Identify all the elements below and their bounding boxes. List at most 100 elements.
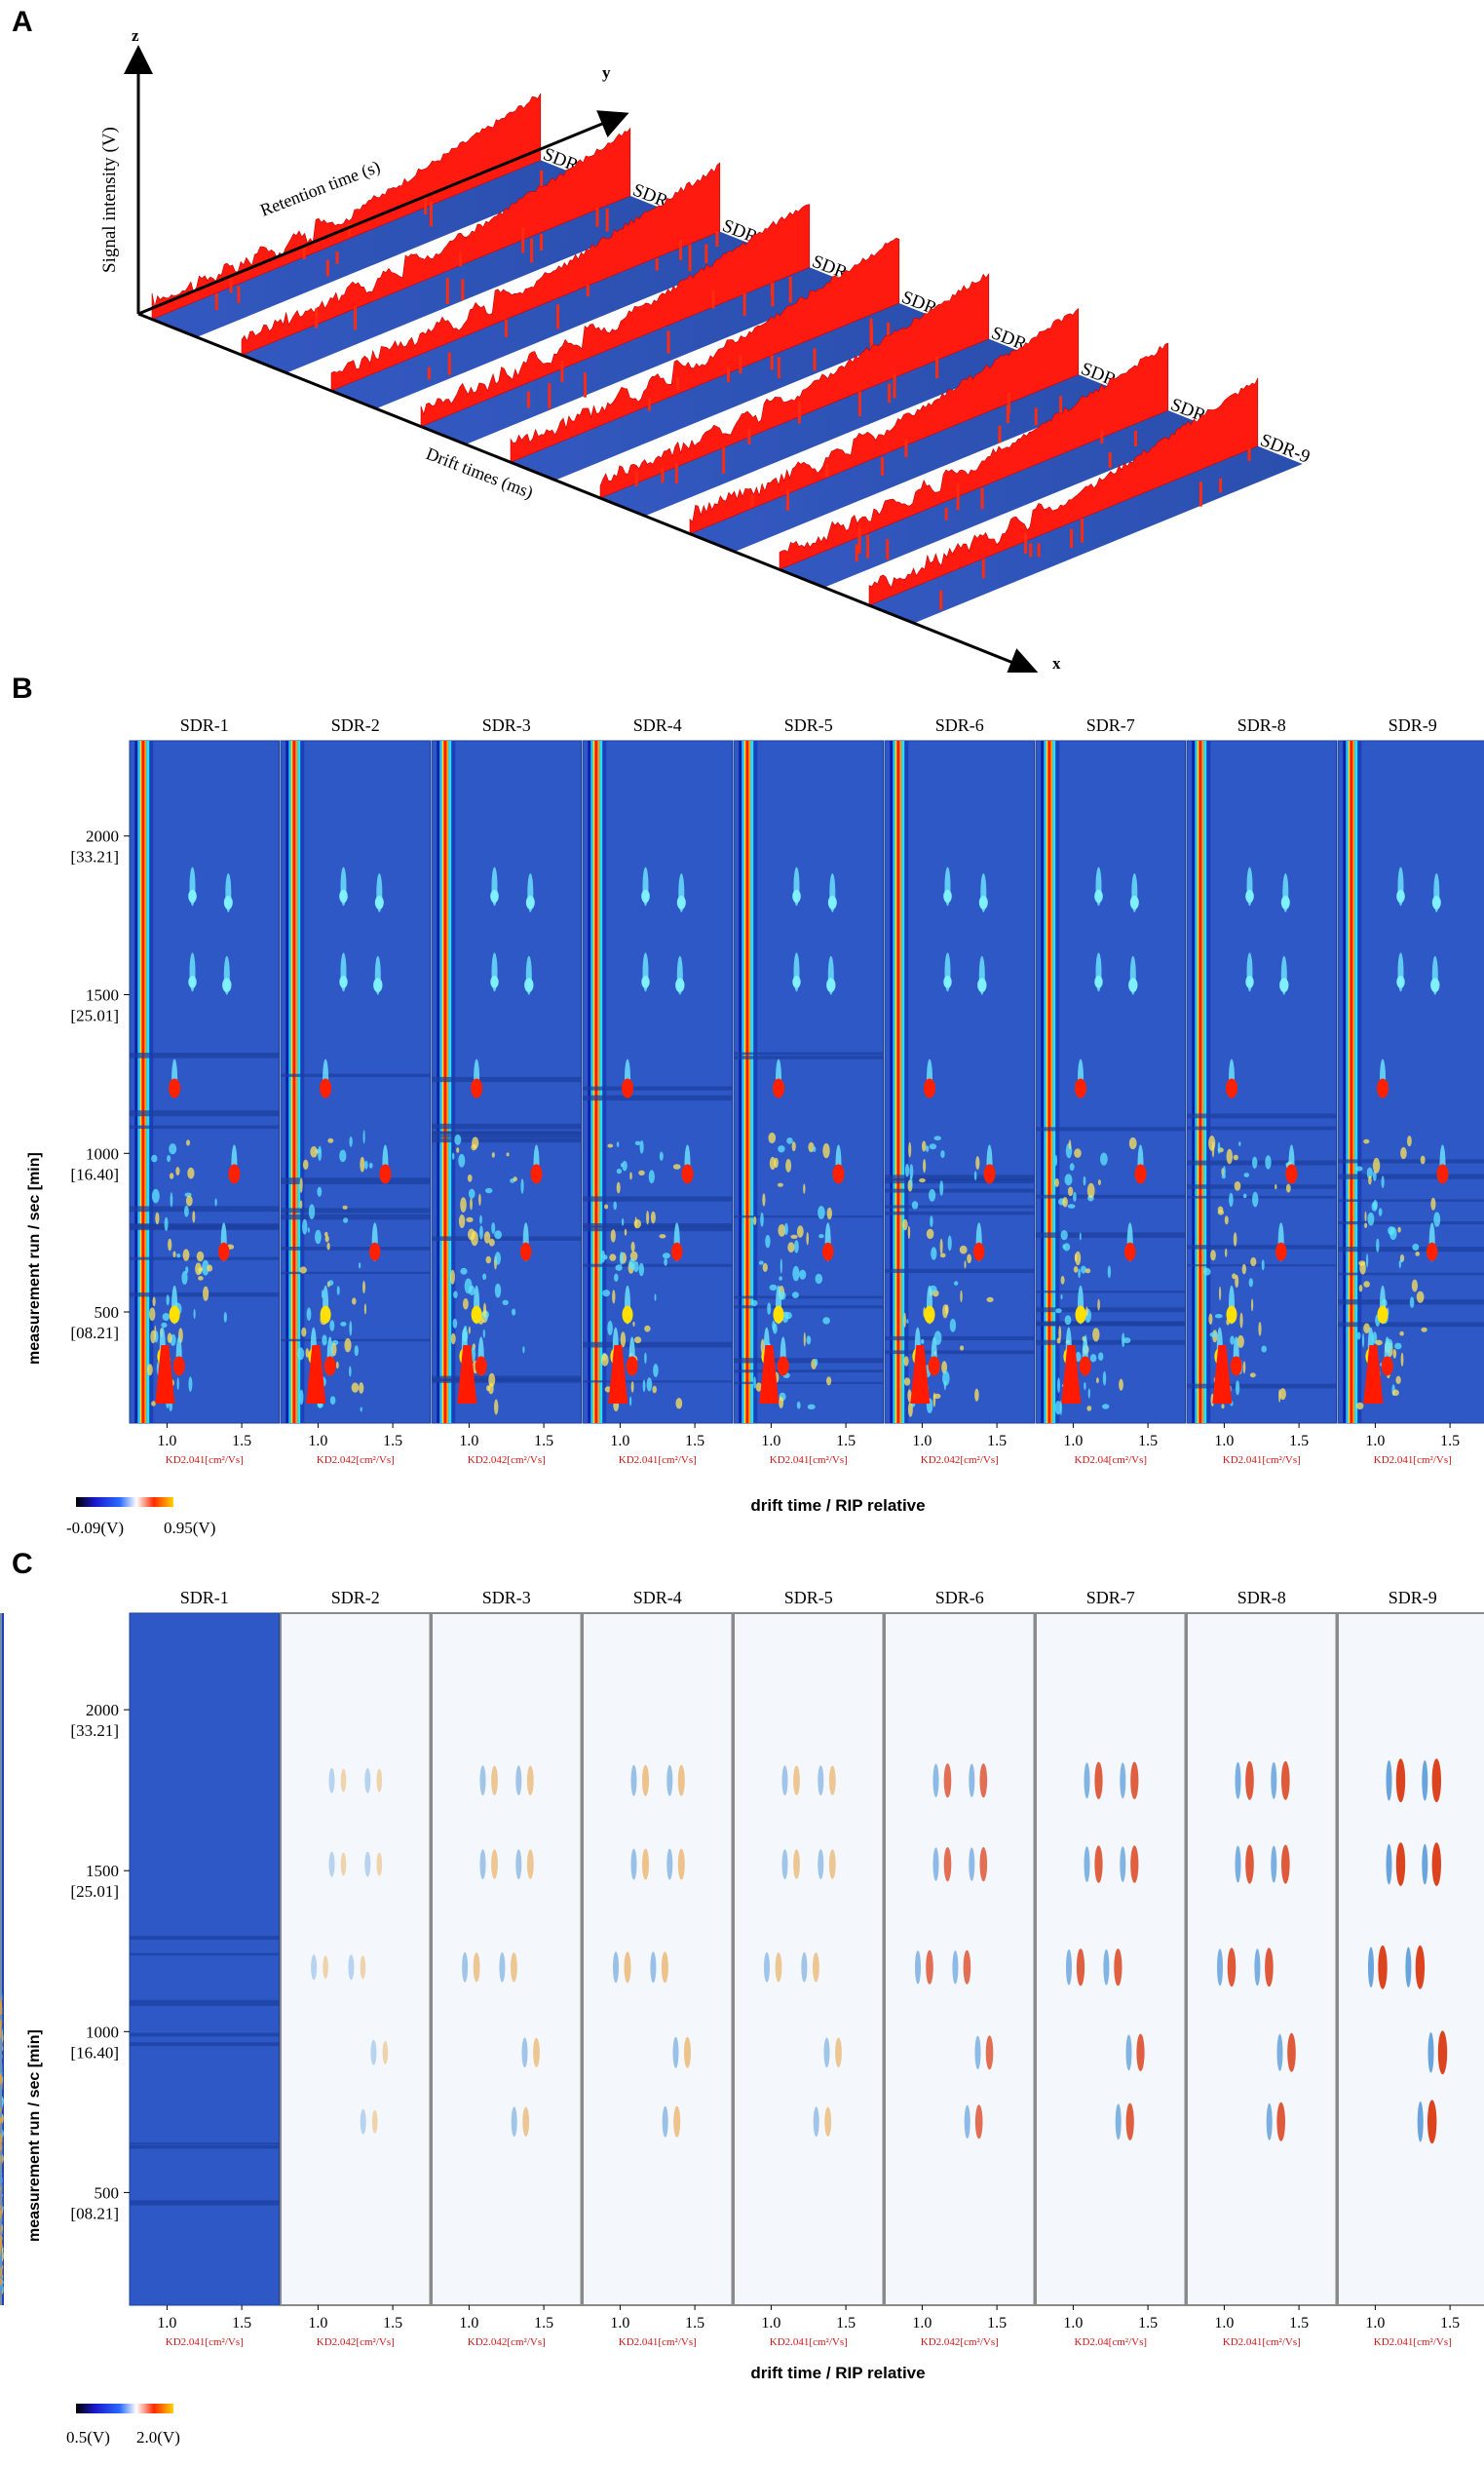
- y-tick-label: 1000: [86, 2023, 119, 2041]
- signal-spot: [1242, 1193, 1247, 1199]
- signal-spot: [1221, 1404, 1225, 1409]
- signal-spot: [482, 1273, 487, 1281]
- signal-spot: [779, 1276, 782, 1281]
- sheet-base: [242, 195, 675, 373]
- signal-spot: [624, 1228, 628, 1236]
- sample-title: SDR-9: [1389, 1588, 1437, 1607]
- increase-spot: [1395, 1758, 1406, 1803]
- signal-spot: [960, 1290, 963, 1303]
- signal-spot: [310, 1146, 318, 1158]
- signal-spot: [975, 1156, 980, 1171]
- signal-spot: [785, 1159, 792, 1173]
- y-tick-label: 1500: [86, 986, 119, 1005]
- signal-spot: [327, 1137, 334, 1143]
- increase-spot: [943, 1763, 952, 1798]
- peak-spot: [1124, 1242, 1136, 1261]
- background-band: [130, 1952, 280, 1956]
- peak-spot: [1396, 976, 1405, 988]
- signal-spot: [506, 1152, 510, 1157]
- background-band: [432, 1137, 582, 1143]
- sample-title: SDR-8: [1237, 1588, 1286, 1607]
- signal-spot: [929, 1188, 936, 1202]
- peak-spike: [1059, 396, 1063, 414]
- heatmap-background: [280, 1612, 432, 2306]
- signal-spot: [1248, 1278, 1254, 1288]
- increase-spot: [926, 1949, 933, 1985]
- signal-spot: [188, 1376, 193, 1392]
- peak-spike: [1108, 451, 1112, 468]
- background-band: [1036, 1339, 1186, 1345]
- signal-spot: [600, 1250, 606, 1263]
- signal-spot: [1062, 1197, 1068, 1208]
- increase-spot: [974, 2104, 983, 2139]
- rip-line: [1346, 741, 1350, 1423]
- signal-spot: [324, 1235, 329, 1243]
- signal-spot: [959, 1245, 968, 1254]
- signal-spot: [307, 1227, 310, 1233]
- kd-label: KD2.04[cm²/Vs]: [1075, 2336, 1147, 2348]
- peak-spot: [1245, 889, 1254, 904]
- signal-spot: [172, 1251, 176, 1257]
- decrease-spot: [1271, 1761, 1277, 1799]
- peak-spike: [521, 227, 525, 253]
- signal-spot: [613, 1201, 617, 1211]
- increase-spot: [1130, 1845, 1139, 1883]
- signal-spot: [494, 1252, 501, 1265]
- y-tick-sublabel: [25.01]: [70, 1882, 119, 1901]
- peak-spot: [369, 1242, 381, 1261]
- signal-spot: [196, 1251, 205, 1262]
- signal-spot: [1366, 1167, 1373, 1179]
- decrease-spot: [1120, 1846, 1126, 1882]
- signal-spot: [1430, 1197, 1436, 1211]
- z-axis-letter: z: [132, 26, 139, 45]
- main-peak: [306, 1345, 326, 1404]
- peak-spot: [1430, 978, 1440, 992]
- rip-line: [894, 741, 898, 1423]
- peak-spike: [956, 482, 960, 511]
- kd-label: KD2.041[cm²/Vs]: [166, 2336, 244, 2348]
- peak-spike: [634, 470, 638, 486]
- main-peak: [1212, 1345, 1233, 1404]
- background-band: [281, 1073, 431, 1077]
- rip-line: [1354, 741, 1358, 1423]
- signal-spot: [1060, 1293, 1063, 1300]
- waterfall-chart: SDR-1SDR-2SDR-3SDR-4SDR-5SDR-6SDR-7SDR-8…: [99, 26, 1313, 673]
- peak-spot: [475, 1356, 487, 1376]
- peak-spot: [218, 1242, 230, 1261]
- signal-spot: [908, 1141, 912, 1158]
- signal-spot: [1067, 1186, 1074, 1197]
- background-band: [281, 1214, 431, 1220]
- sample-sheets: SDR-1SDR-2SDR-3SDR-4SDR-5SDR-6SDR-7SDR-8…: [151, 93, 1313, 624]
- kd-label: KD2.04[cm²/Vs]: [1075, 1454, 1147, 1466]
- difference-spot: [0, 2155, 2, 2163]
- x-tick-label: 1.5: [836, 2315, 856, 2332]
- decrease-spot: [521, 2037, 528, 2068]
- decrease-spot: [364, 1767, 371, 1793]
- signal-spot: [790, 1234, 798, 1239]
- background-band: [1338, 1322, 1484, 1328]
- signal-spot: [450, 1332, 456, 1345]
- decrease-spot: [630, 1848, 637, 1880]
- decrease-spot: [662, 2105, 668, 2138]
- decrease-spot: [1084, 1762, 1090, 1799]
- background-band: [130, 1053, 280, 1059]
- rip-line: [901, 741, 905, 1423]
- signal-spot: [1249, 1372, 1256, 1378]
- signal-spot: [362, 1281, 365, 1293]
- signal-spot: [485, 1255, 492, 1264]
- signal-spot: [305, 1348, 309, 1358]
- background-band: [130, 1936, 280, 1940]
- increase-spot: [824, 2106, 832, 2137]
- signal-spot: [214, 1198, 217, 1207]
- increase-spot: [1114, 1948, 1123, 1986]
- signal-profile: [241, 127, 631, 356]
- signal-spot: [907, 1225, 911, 1240]
- x-tick-label: 1.0: [308, 1433, 327, 1449]
- signal-spot: [326, 1242, 330, 1251]
- peak-spike: [711, 290, 715, 309]
- peak-spike: [540, 234, 543, 251]
- decrease-spot: [328, 1767, 335, 1793]
- difference-spot: [0, 2134, 2, 2142]
- signal-spot: [301, 1327, 307, 1337]
- peak-spot: [832, 1164, 845, 1184]
